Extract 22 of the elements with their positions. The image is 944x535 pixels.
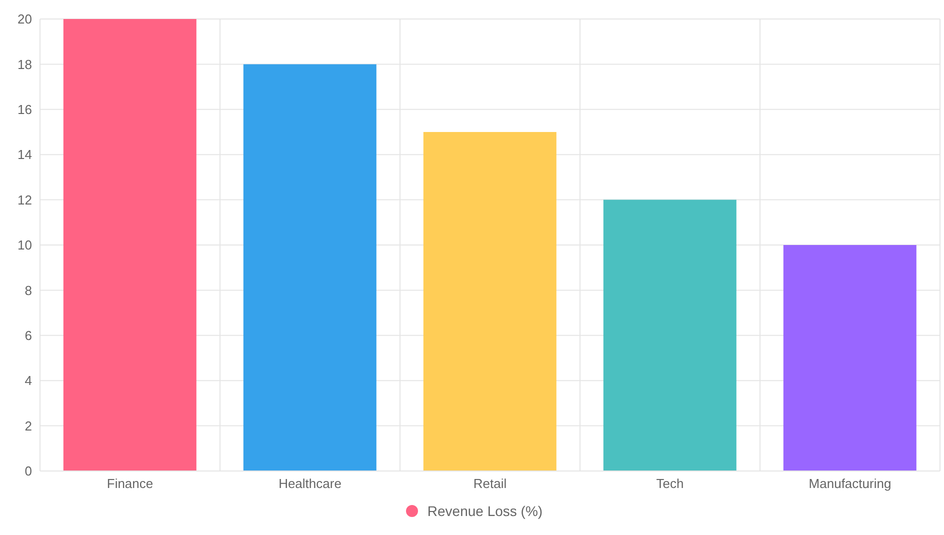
x-tick-label: Manufacturing [808,476,892,492]
y-tick-label: 10 [18,238,32,253]
legend-label: Revenue Loss (%) [427,503,543,519]
y-tick-label: 0 [24,464,32,479]
bar [63,19,196,471]
y-tick-label: 18 [18,56,32,72]
x-tick-label: Retail [473,476,507,492]
bar [423,132,556,471]
y-tick-label: 4 [24,373,32,388]
y-tick-label: 20 [18,12,32,27]
bar [783,245,916,471]
bar [603,200,736,471]
y-tick-label: 12 [18,192,32,208]
x-tick-label: Tech [656,476,684,492]
y-tick-label: 14 [18,147,32,162]
x-tick-label: Healthcare [278,476,342,492]
y-tick-label: 8 [24,282,32,298]
y-tick-label: 2 [24,418,32,434]
bar [243,64,376,471]
x-tick-label: Finance [106,476,154,492]
y-tick-label: 6 [24,328,32,344]
y-tick-label: 16 [18,102,32,118]
